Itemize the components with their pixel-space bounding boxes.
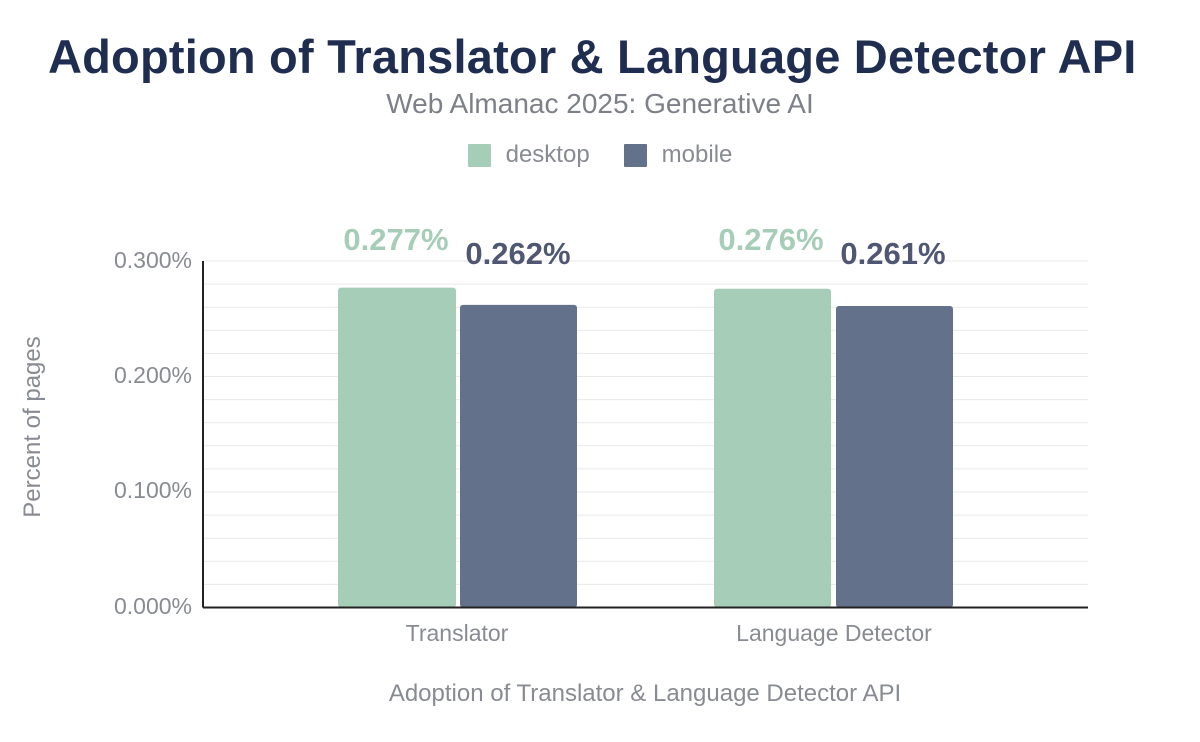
svg-text:0.200%: 0.200% <box>114 362 192 388</box>
svg-text:Adoption of Translator & Langu: Adoption of Translator & Language Detect… <box>389 680 901 707</box>
svg-text:0.262%: 0.262% <box>465 236 570 271</box>
svg-text:0.100%: 0.100% <box>114 477 192 503</box>
svg-text:Language Detector: Language Detector <box>736 620 932 646</box>
svg-text:0.300%: 0.300% <box>114 247 192 273</box>
svg-text:Translator: Translator <box>406 620 509 646</box>
svg-text:0.277%: 0.277% <box>343 222 448 257</box>
svg-text:0.000%: 0.000% <box>114 593 192 619</box>
svg-text:0.276%: 0.276% <box>718 222 823 257</box>
svg-text:0.261%: 0.261% <box>840 236 945 271</box>
svg-text:Percent of pages: Percent of pages <box>19 336 46 517</box>
